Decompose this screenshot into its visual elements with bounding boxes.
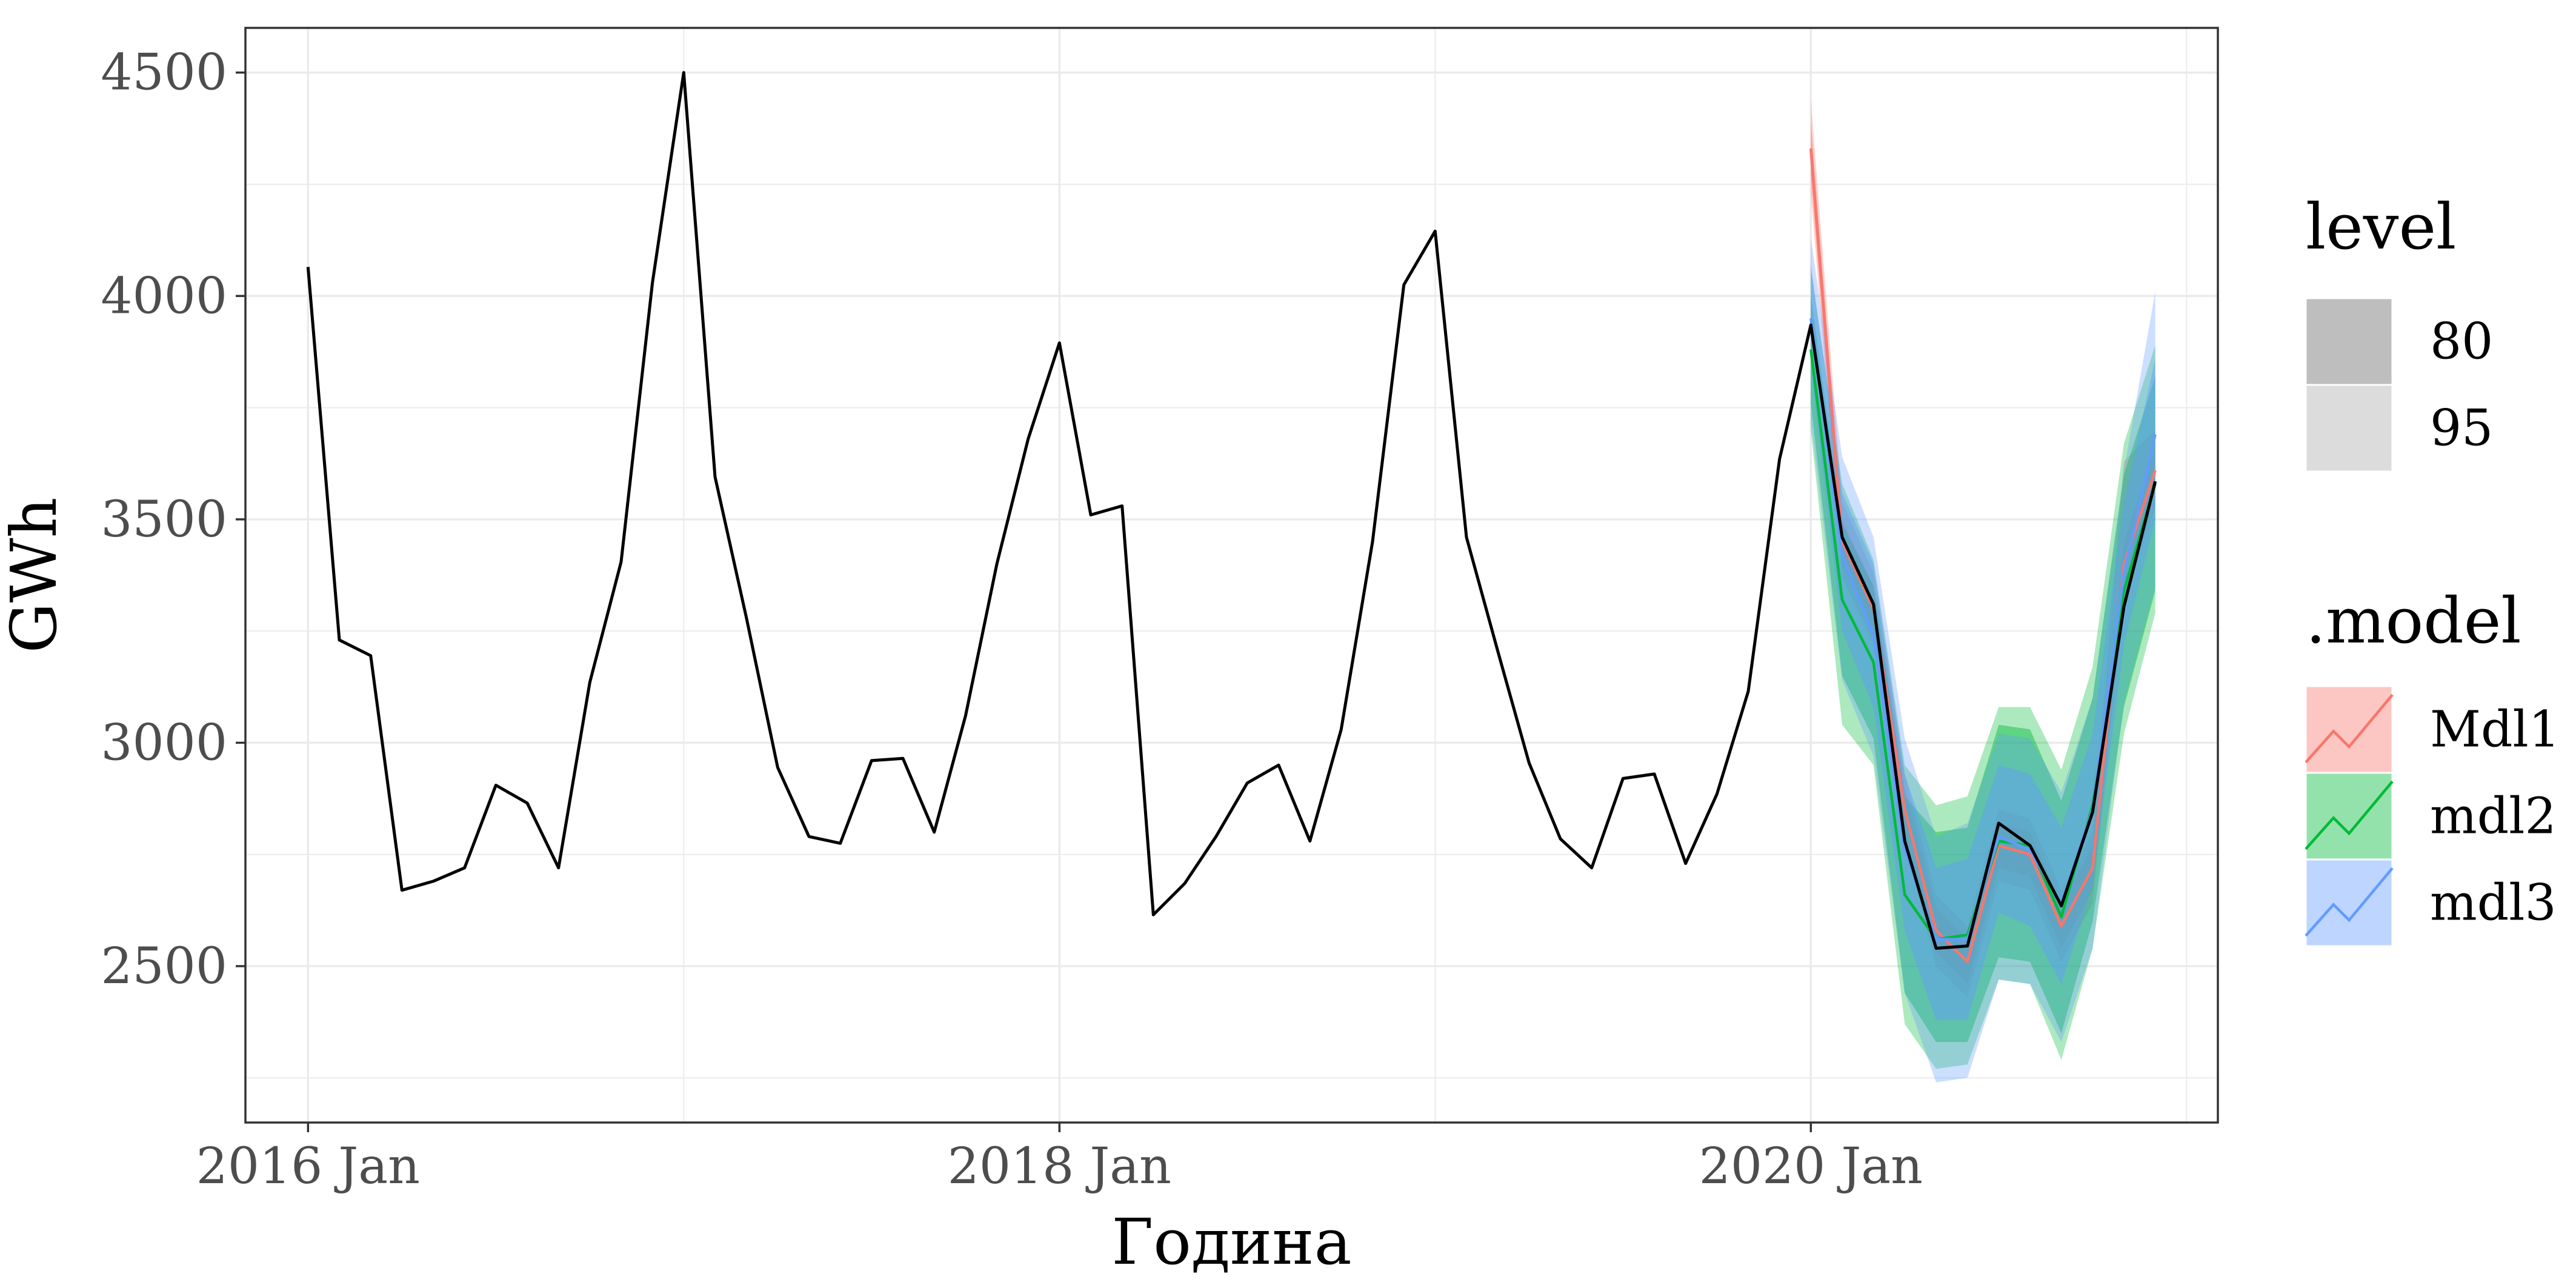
observed-series-line [306,71,2157,950]
band-80-mdl1 [1811,121,2155,984]
y-axis-title: GWh [0,498,71,653]
y-tick-label: 4000 [101,267,227,325]
forecast-line-mdl1 [1809,148,2157,963]
legend-level-title: level [2306,190,2456,264]
legend-model-swatch [2305,772,2394,861]
x-tick-label: 2018 Jan [948,1138,1171,1195]
y-tick-label: 2500 [101,938,227,995]
legend-model-line-glyph [2305,693,2394,764]
legend-model-line-glyph [2305,780,2394,850]
y-tick-label: 4500 [101,44,227,102]
grid-layer [245,28,2218,1123]
legend-level-key-80 [2305,297,2394,386]
band-95-mdl3 [1811,238,2155,1083]
x-tick-label: 2020 Jan [1699,1138,1923,1195]
x-tick-label: 2016 Jan [196,1138,420,1195]
axes-layer: 2500 3000 3500 4000 4500 2016 Jan 2018 Jan 2020… [101,44,1923,1195]
band-95-mdl2 [1811,269,2155,1069]
y-tick-label: 3000 [101,714,227,772]
legend-model-swatch [2305,858,2394,947]
legend-model-title: .model [2306,584,2521,658]
legend-model-key-mdl3 [2305,858,2394,947]
legend-level-label: 95 [2430,400,2493,458]
legend-level-key-95 [2305,384,2394,473]
y-tick-label: 3500 [101,491,227,549]
legend: level 80 95 .model Mdl1 mdl2 mdl3 [2305,190,2560,947]
series-lines-layer [306,71,2157,963]
band-80-mdl2 [1811,296,2155,1043]
legend-model-key-mdl1 [2305,685,2394,774]
legend-model-label: Mdl1 [2430,701,2560,759]
legend-model-key-mdl2 [2305,772,2394,861]
legend-model-label: mdl2 [2430,788,2557,846]
plot-border [244,27,2219,1124]
legend-level-label: 80 [2430,313,2493,371]
legend-model-line-glyph [2305,867,2394,937]
x-axis-title: Година [1111,1205,1351,1279]
legend-model-swatch [2305,685,2394,774]
plot-panel [245,28,2218,1123]
legend-model-label: mdl3 [2430,875,2557,932]
